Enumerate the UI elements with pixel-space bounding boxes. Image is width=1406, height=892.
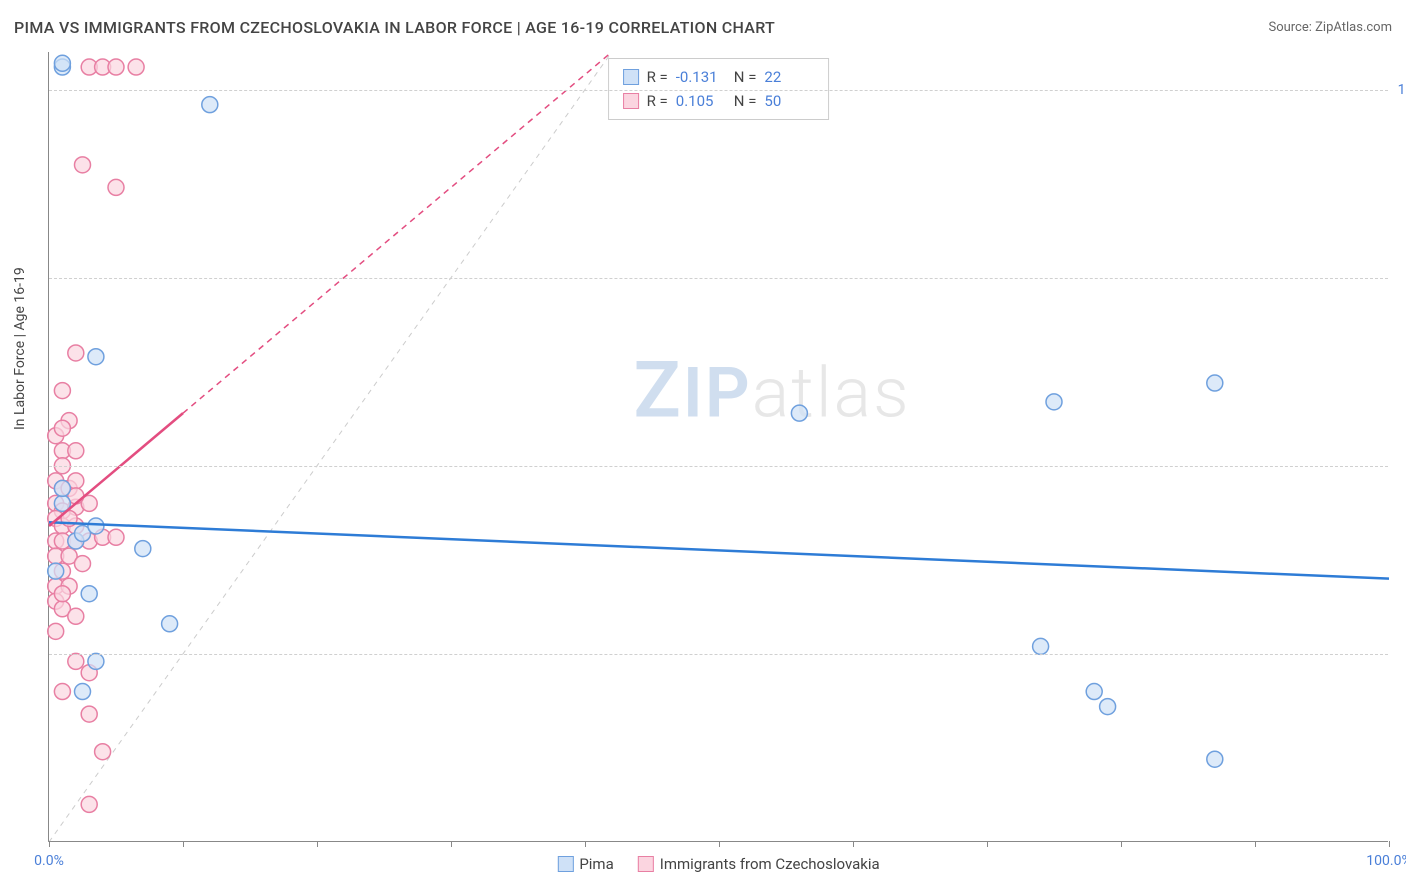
data-point [54, 480, 70, 496]
x-tick [987, 841, 988, 847]
data-point [75, 157, 91, 173]
data-point [791, 405, 807, 421]
legend-label: Immigrants from Czechoslovakia [660, 855, 880, 873]
x-tick-label: 100.0% [1366, 853, 1406, 869]
data-point [202, 97, 218, 113]
legend-n-value: 50 [764, 89, 814, 113]
data-point [88, 518, 104, 534]
x-tick [183, 841, 184, 847]
data-point [95, 744, 111, 760]
data-point [128, 59, 144, 75]
title-bar: PIMA VS IMMIGRANTS FROM CZECHOSLOVAKIA I… [14, 18, 1392, 37]
x-tick [451, 841, 452, 847]
x-tick [719, 841, 720, 847]
data-point [1207, 375, 1223, 391]
data-point [108, 179, 124, 195]
data-point [48, 563, 64, 579]
data-point [108, 59, 124, 75]
x-tick [1121, 841, 1122, 847]
data-point [54, 55, 70, 71]
data-point [75, 684, 91, 700]
legend-item: Pima [557, 855, 613, 873]
gridline [49, 278, 1388, 279]
data-point [68, 345, 84, 361]
data-point [54, 586, 70, 602]
legend-swatch [638, 856, 654, 872]
legend-swatch [557, 856, 573, 872]
y-axis-label: In Labor Force | Age 16-19 [12, 267, 28, 430]
regression-line-czech-dashed [183, 52, 612, 413]
x-tick [585, 841, 586, 847]
x-tick [1389, 841, 1390, 847]
reference-line [49, 52, 612, 842]
x-tick [853, 841, 854, 847]
legend-series: Pima Immigrants from Czechoslovakia [557, 855, 879, 873]
legend-n-value: 22 [764, 65, 814, 89]
data-point [81, 586, 97, 602]
data-point [1100, 699, 1116, 715]
legend-r-value: -0.131 [676, 65, 726, 89]
data-point [81, 706, 97, 722]
regression-line-pima [49, 522, 1389, 578]
data-point [54, 420, 70, 436]
chart-area: ZIPatlas R = -0.131N = 22R = 0.105N = 50… [48, 52, 1388, 842]
data-point [75, 556, 91, 572]
data-point [135, 541, 151, 557]
chart-title: PIMA VS IMMIGRANTS FROM CZECHOSLOVAKIA I… [14, 18, 775, 37]
x-tick [1255, 841, 1256, 847]
y-tick-label: 100.0% [1398, 82, 1406, 98]
data-point [162, 616, 178, 632]
data-point [88, 653, 104, 669]
legend-r-label: R = [647, 89, 668, 113]
data-point [108, 529, 124, 545]
legend-row: R = 0.105 N = 50 [623, 89, 815, 113]
data-point [1033, 638, 1049, 654]
data-point [68, 443, 84, 459]
legend-r-label: R = [647, 65, 668, 89]
source-label: Source: ZipAtlas.com [1268, 20, 1392, 35]
data-point [1086, 684, 1102, 700]
legend-swatch [623, 93, 639, 109]
data-point [54, 684, 70, 700]
legend-swatch [623, 69, 639, 85]
data-point [88, 349, 104, 365]
legend-label: Pima [579, 855, 613, 873]
legend-item: Immigrants from Czechoslovakia [638, 855, 880, 873]
plot-svg [49, 52, 1388, 841]
legend-n-label: N = [734, 89, 757, 113]
legend-n-label: N = [734, 65, 757, 89]
data-point [1207, 751, 1223, 767]
data-point [48, 623, 64, 639]
data-point [68, 608, 84, 624]
data-point [54, 383, 70, 399]
x-tick [317, 841, 318, 847]
x-tick-label: 0.0% [34, 853, 64, 869]
data-point [68, 653, 84, 669]
gridline [49, 466, 1388, 467]
legend-r-value: 0.105 [676, 89, 726, 113]
data-point [1046, 394, 1062, 410]
gridline [49, 654, 1388, 655]
data-point [81, 796, 97, 812]
legend-row: R = -0.131 N = 22 [623, 65, 815, 89]
gridline [49, 90, 1388, 91]
x-tick [49, 841, 50, 847]
